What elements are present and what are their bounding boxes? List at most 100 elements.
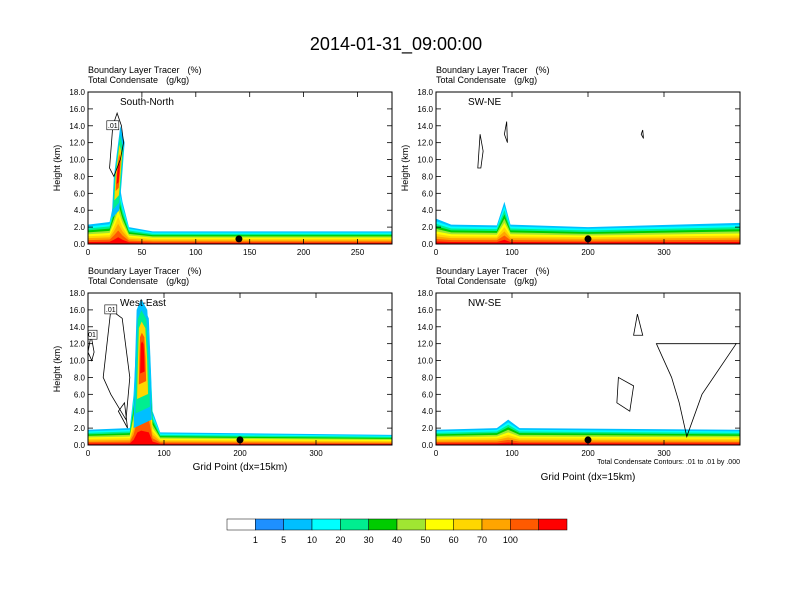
contour-value-label: .01 (106, 307, 116, 314)
y-tick-label: 10.0 (417, 357, 433, 366)
contour-label-units: (g/kg) (514, 75, 537, 85)
contour-label-units: (g/kg) (166, 75, 189, 85)
contour-value-box (106, 120, 120, 131)
x-tick-label: 100 (157, 449, 171, 458)
colorbar-label: 10 (307, 535, 317, 545)
y-tick-label: 12.0 (417, 340, 433, 349)
y-tick-label: 2.0 (74, 424, 86, 433)
contour-value-box (104, 304, 118, 315)
contour-label-units: (g/kg) (514, 276, 537, 286)
field-label-name: Boundary Layer Tracer (88, 266, 180, 276)
x-tick-label: 50 (137, 248, 146, 257)
panel-south-north: Boundary Layer Tracer (%)Total Condensate… (52, 65, 393, 257)
x-tick-label: 0 (434, 449, 439, 458)
tracer-band-1 (88, 430, 392, 445)
condensate-contour (117, 401, 128, 429)
x-tick-label: 100 (505, 248, 519, 257)
y-tick-label: 10.0 (417, 156, 433, 165)
panel-label: SW-NE (468, 97, 501, 108)
field-label: Boundary Layer Tracer (%) (436, 266, 550, 276)
field-label-name: Boundary Layer Tracer (88, 65, 180, 75)
y-tick-label: 14.0 (69, 323, 85, 332)
contour-label-name: Total Condensate (88, 276, 158, 286)
colorbar-swatch (311, 518, 341, 531)
x-tick-label: 300 (657, 248, 671, 257)
contour-label-name: Total Condensate (436, 276, 506, 286)
plot-area: .01 .01 (86, 293, 392, 445)
condensate-contour (88, 335, 95, 362)
colorbar-swatch (368, 518, 398, 531)
panel-label: West-East (120, 298, 166, 309)
x-tick-label: 300 (309, 449, 323, 458)
field-label: Boundary Layer Tracer (%) (436, 65, 550, 75)
y-tick-label: 6.0 (74, 189, 86, 198)
x-tick-label: 150 (243, 248, 257, 257)
tracer-band-1 (88, 237, 392, 244)
y-tick-label: 18.0 (417, 289, 433, 298)
y-tick-label: 6.0 (422, 390, 434, 399)
field-label-units: (%) (188, 266, 202, 276)
x-tick-label: 0 (86, 248, 91, 257)
y-tick-label: 8.0 (74, 373, 86, 382)
condensate-contour (616, 376, 635, 412)
x-tick-label: 200 (233, 449, 247, 458)
colorbar-label: 1 (253, 535, 258, 545)
x-axis-label: Grid Point (dx=15km) (193, 462, 288, 473)
x-tick-label: 200 (581, 248, 595, 257)
y-tick-label: 2.0 (422, 223, 434, 232)
condensate-contour (477, 134, 484, 169)
location-marker (236, 436, 244, 444)
x-tick-label: 100 (505, 449, 519, 458)
plot-background (88, 92, 392, 244)
y-tick-label: 10.0 (69, 156, 85, 165)
y-tick-label: 0.0 (74, 441, 86, 450)
colorbar-swatch (538, 518, 568, 531)
location-marker (584, 235, 592, 243)
plot-area (436, 92, 740, 244)
x-axis-label: Grid Point (dx=15km) (541, 472, 636, 483)
contour-label-units: (g/kg) (166, 276, 189, 286)
y-tick-label: 8.0 (74, 172, 86, 181)
y-tick-label: 14.0 (69, 122, 85, 131)
contour-label-name: Total Condensate (88, 75, 158, 85)
field-label-units: (%) (536, 65, 550, 75)
x-tick-label: 200 (297, 248, 311, 257)
location-marker (584, 436, 592, 444)
plot-area (436, 293, 740, 445)
colorbar-swatch (510, 518, 539, 531)
x-tick-label: 0 (86, 449, 91, 458)
y-tick-label: 6.0 (74, 390, 86, 399)
contour-info: Total Condensate Contours: .01 to .01 by… (597, 459, 740, 466)
contour-value-label: .01 (108, 123, 118, 130)
y-tick-label: 16.0 (417, 306, 433, 315)
y-tick-label: 14.0 (417, 323, 433, 332)
plot-area: .01 .01 (88, 92, 392, 244)
contour-label: Total Condensate (g/kg) (436, 75, 537, 85)
x-tick-label: 200 (581, 449, 595, 458)
y-tick-label: 4.0 (422, 206, 434, 215)
field-label: Boundary Layer Tracer (%) (88, 266, 202, 276)
panel-label: NW-SE (468, 298, 501, 309)
field-label-units: (%) (188, 65, 202, 75)
tracer-band-2 (88, 416, 392, 445)
contour-label-name: Total Condensate (436, 75, 506, 85)
colorbar-label: 50 (420, 535, 430, 545)
x-tick-label: 0 (434, 248, 439, 257)
field-label: Boundary Layer Tracer (%) (88, 65, 202, 75)
panel-label: South-North (120, 97, 174, 108)
y-tick-label: 10.0 (69, 357, 85, 366)
colorbar-label: 100 (503, 535, 518, 545)
field-label-name: Boundary Layer Tracer (436, 65, 528, 75)
condensate-contour (503, 121, 508, 143)
contour-label: Total Condensate (g/kg) (88, 75, 189, 85)
colorbar-swatch (226, 518, 256, 531)
y-tick-label: 4.0 (422, 407, 434, 416)
y-tick-label: 8.0 (422, 172, 434, 181)
y-tick-label: 4.0 (74, 206, 86, 215)
contour-value-label: .01 (86, 332, 96, 339)
y-axis-label: Height (km) (400, 145, 410, 192)
condensate-contour (640, 129, 644, 139)
colorbar: 1 5 10 20 30 40 50 60 70 100 (226, 518, 568, 545)
plot-background (436, 293, 740, 445)
colorbar-label: 20 (335, 535, 345, 545)
